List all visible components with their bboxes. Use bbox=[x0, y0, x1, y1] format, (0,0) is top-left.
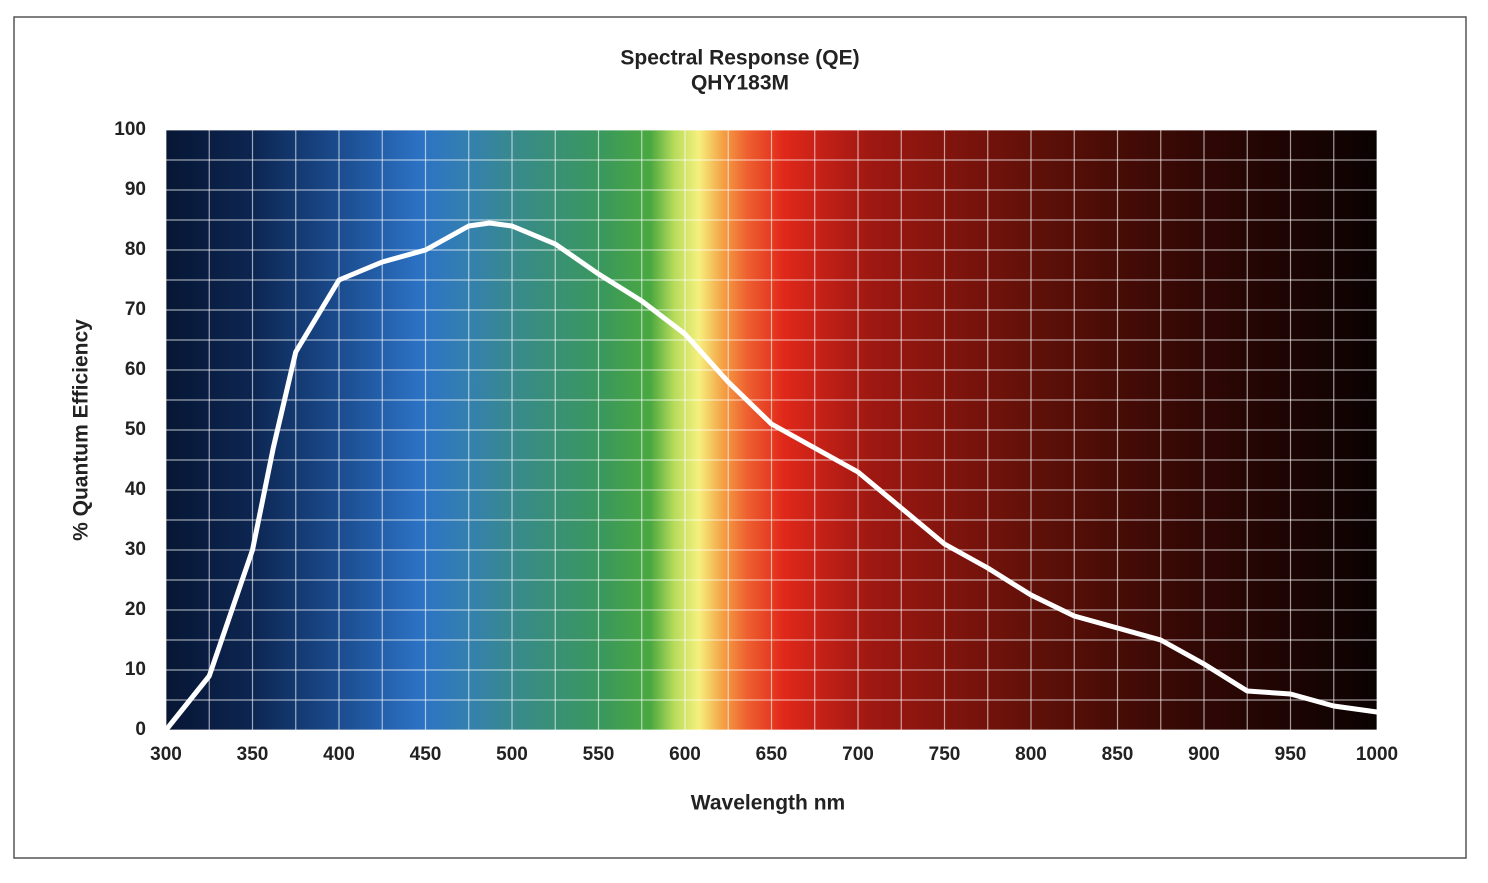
x-tick-label: 450 bbox=[410, 744, 442, 765]
x-tick-label: 400 bbox=[323, 744, 355, 765]
chart-title: Spectral Response (QE) bbox=[620, 47, 859, 70]
x-tick-label: 350 bbox=[237, 744, 269, 765]
x-tick-label: 750 bbox=[929, 744, 961, 765]
y-tick-label: 30 bbox=[125, 539, 146, 560]
y-tick-label: 90 bbox=[125, 179, 146, 200]
x-tick-label: 600 bbox=[669, 744, 701, 765]
x-tick-label: 550 bbox=[583, 744, 615, 765]
y-tick-label: 100 bbox=[114, 119, 146, 140]
x-tick-label: 500 bbox=[496, 744, 528, 765]
y-tick-label: 50 bbox=[125, 419, 146, 440]
x-tick-label: 650 bbox=[756, 744, 788, 765]
x-tick-label: 700 bbox=[842, 744, 874, 765]
y-tick-label: 80 bbox=[125, 239, 146, 260]
y-axis-label: % Quantum Efficiency bbox=[70, 319, 93, 541]
x-tick-label: 900 bbox=[1188, 744, 1220, 765]
x-axis-label: Wavelength nm bbox=[691, 792, 845, 815]
y-tick-label: 70 bbox=[125, 299, 146, 320]
x-tick-label: 850 bbox=[1102, 744, 1134, 765]
y-tick-label: 20 bbox=[125, 599, 146, 620]
y-tick-label: 0 bbox=[135, 719, 146, 740]
qe-curve bbox=[163, 220, 1380, 733]
y-tick-label: 10 bbox=[125, 659, 146, 680]
x-tick-label: 800 bbox=[1015, 744, 1047, 765]
x-tick-label: 1000 bbox=[1356, 744, 1398, 765]
x-tick-label: 950 bbox=[1275, 744, 1307, 765]
y-tick-label: 60 bbox=[125, 359, 146, 380]
x-tick-label: 300 bbox=[150, 744, 182, 765]
y-tick-label: 40 bbox=[125, 479, 146, 500]
chart-subtitle: QHY183M bbox=[691, 72, 789, 95]
